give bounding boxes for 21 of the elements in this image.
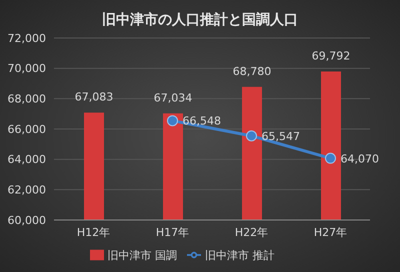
chart-title: 旧中津市の人口推計と国調人口 xyxy=(101,10,299,30)
data-label: 65,547 xyxy=(262,130,300,143)
legend-label: 旧中津市 推計 xyxy=(205,249,274,262)
data-label: 69,792 xyxy=(312,49,350,62)
y-tick-label: 72,000 xyxy=(8,32,46,45)
y-tick-label: 64,000 xyxy=(8,153,46,166)
legend-label: 旧中津市 国調 xyxy=(108,249,177,262)
data-label: 64,070 xyxy=(340,152,379,166)
data-label: 66,548 xyxy=(182,114,221,128)
x-tick-label: H12年 xyxy=(76,226,110,239)
x-tick-label: H27年 xyxy=(314,226,348,239)
y-tick-label: 60,000 xyxy=(8,214,46,227)
y-tick-label: 68,000 xyxy=(8,92,46,106)
data-label: 68,780 xyxy=(232,64,272,78)
data-label: 67,034 xyxy=(154,91,192,104)
data-label: 67,083 xyxy=(74,90,114,104)
x-tick-label: H17年 xyxy=(156,226,190,239)
y-tick-label: 66,000 xyxy=(8,122,46,136)
y-tick-label: 70,000 xyxy=(8,62,46,76)
y-tick-label: 62,000 xyxy=(8,184,46,197)
x-tick-label: H22年 xyxy=(234,226,268,239)
